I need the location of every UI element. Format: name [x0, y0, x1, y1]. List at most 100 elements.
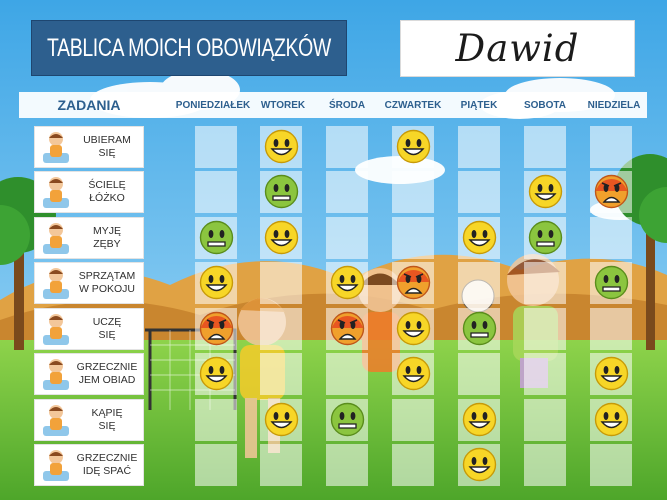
chart-cell[interactable] [326, 399, 368, 441]
day-header-sunday: NIEDZIELA [587, 99, 641, 111]
chart-cell[interactable] [458, 217, 500, 259]
angry-face-icon [396, 265, 431, 300]
chart-cell[interactable] [392, 353, 434, 395]
chart-cell[interactable] [590, 217, 632, 259]
chart-cell[interactable] [260, 399, 302, 441]
chart-cell[interactable] [195, 308, 237, 350]
chart-cell[interactable] [524, 126, 566, 168]
chart-cell[interactable] [590, 353, 632, 395]
chart-cell[interactable] [260, 126, 302, 168]
task-row-label: GRZECZNIE JEM OBIAD [34, 353, 144, 395]
chart-cell[interactable] [195, 444, 237, 486]
chart-cell[interactable] [590, 171, 632, 213]
task-label: SPRZĄTAM W POKOJU [78, 270, 136, 295]
studying-children-icon [43, 314, 69, 345]
dressing-child-icon [43, 132, 69, 163]
chart-cell[interactable] [326, 217, 368, 259]
chart-cell[interactable] [326, 444, 368, 486]
chart-cell[interactable] [458, 399, 500, 441]
neutral-face-icon [528, 220, 563, 255]
chart-cell[interactable] [195, 353, 237, 395]
chart-cell[interactable] [590, 444, 632, 486]
day-header-tuesday: WTOREK [260, 99, 306, 111]
chart-cell[interactable] [458, 171, 500, 213]
chart-cell[interactable] [260, 353, 302, 395]
cleaning-room-icon [43, 268, 69, 299]
task-label: KĄPIĘ SIĘ [91, 407, 123, 432]
chart-title-banner: TABLICA MOICH OBOWIĄZKÓW [31, 20, 347, 76]
chart-cell[interactable] [458, 444, 500, 486]
happy-face-icon [264, 129, 299, 164]
chart-title: TABLICA MOICH OBOWIĄZKÓW [47, 33, 331, 62]
chart-cell[interactable] [326, 262, 368, 304]
chart-cell[interactable] [590, 126, 632, 168]
chart-cell[interactable] [326, 308, 368, 350]
chart-cell[interactable] [524, 171, 566, 213]
chart-cell[interactable] [392, 126, 434, 168]
happy-face-icon [594, 356, 629, 391]
task-row-label: GRZECZNIE IDĘ SPAĆ [34, 444, 144, 486]
chart-cell[interactable] [392, 217, 434, 259]
task-label: UBIERAM SIĘ [83, 134, 131, 159]
chart-cell[interactable] [260, 308, 302, 350]
chart-cell[interactable] [392, 399, 434, 441]
task-label: ŚCIELĘ ŁÓŻKO [88, 179, 126, 204]
happy-face-icon [462, 220, 497, 255]
chart-cell[interactable] [195, 126, 237, 168]
day-header-wednesday: ŚRODA [328, 99, 366, 111]
happy-face-icon [462, 447, 497, 482]
happy-face-icon [594, 402, 629, 437]
angry-face-icon [594, 174, 629, 209]
happy-face-icon [396, 129, 431, 164]
chart-cell[interactable] [260, 444, 302, 486]
chart-cell[interactable] [195, 262, 237, 304]
chart-cell[interactable] [260, 171, 302, 213]
making-bed-icon [43, 177, 69, 208]
chart-cell[interactable] [195, 399, 237, 441]
chart-cell[interactable] [524, 308, 566, 350]
happy-face-icon [528, 174, 563, 209]
day-header-saturday: SOBOTA [523, 99, 567, 111]
sleeping-child-icon [43, 450, 69, 481]
child-name-box[interactable]: Dawid [400, 20, 635, 77]
chart-cell[interactable] [392, 262, 434, 304]
chart-cell[interactable] [392, 308, 434, 350]
task-row-label: MYJĘ ZĘBY [34, 217, 144, 259]
task-row-label: SPRZĄTAM W POKOJU [34, 262, 144, 304]
chart-cell[interactable] [458, 126, 500, 168]
chart-cell[interactable] [524, 262, 566, 304]
chart-cell[interactable] [195, 171, 237, 213]
task-label: UCZĘ SIĘ [92, 316, 122, 341]
chart-cell[interactable] [260, 217, 302, 259]
bathing-icon [43, 405, 69, 436]
chart-cell[interactable] [195, 217, 237, 259]
task-row-label: UBIERAM SIĘ [34, 126, 144, 168]
chart-cell[interactable] [392, 171, 434, 213]
chart-cell[interactable] [326, 126, 368, 168]
happy-face-icon [396, 356, 431, 391]
neutral-face-icon [330, 402, 365, 437]
chart-cell[interactable] [392, 444, 434, 486]
chart-cell[interactable] [326, 353, 368, 395]
chart-cell[interactable] [326, 171, 368, 213]
happy-face-icon [199, 265, 234, 300]
neutral-face-icon [462, 311, 497, 346]
child-name: Dawid [455, 27, 580, 70]
chart-cell[interactable] [524, 399, 566, 441]
happy-face-icon [330, 265, 365, 300]
chart-cell[interactable] [590, 399, 632, 441]
chart-cell[interactable] [524, 353, 566, 395]
chart-cell[interactable] [458, 262, 500, 304]
task-label: GRZECZNIE IDĘ SPAĆ [76, 452, 138, 477]
chart-cell[interactable] [590, 308, 632, 350]
chart-cell[interactable] [590, 262, 632, 304]
task-row-label: ŚCIELĘ ŁÓŻKO [34, 171, 144, 213]
happy-face-icon [396, 311, 431, 346]
chart-cell[interactable] [524, 217, 566, 259]
day-header-thursday: CZWARTEK [384, 99, 442, 111]
task-label: GRZECZNIE JEM OBIAD [76, 361, 138, 386]
chart-cell[interactable] [458, 308, 500, 350]
chart-cell[interactable] [260, 262, 302, 304]
chart-cell[interactable] [524, 444, 566, 486]
chart-cell[interactable] [458, 353, 500, 395]
